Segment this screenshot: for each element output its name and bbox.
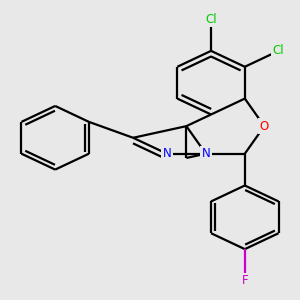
Text: Cl: Cl	[273, 44, 284, 57]
Text: N: N	[202, 147, 210, 160]
Text: F: F	[242, 274, 248, 287]
Text: O: O	[260, 120, 269, 133]
Text: Cl: Cl	[205, 13, 217, 26]
Text: N: N	[163, 147, 171, 160]
